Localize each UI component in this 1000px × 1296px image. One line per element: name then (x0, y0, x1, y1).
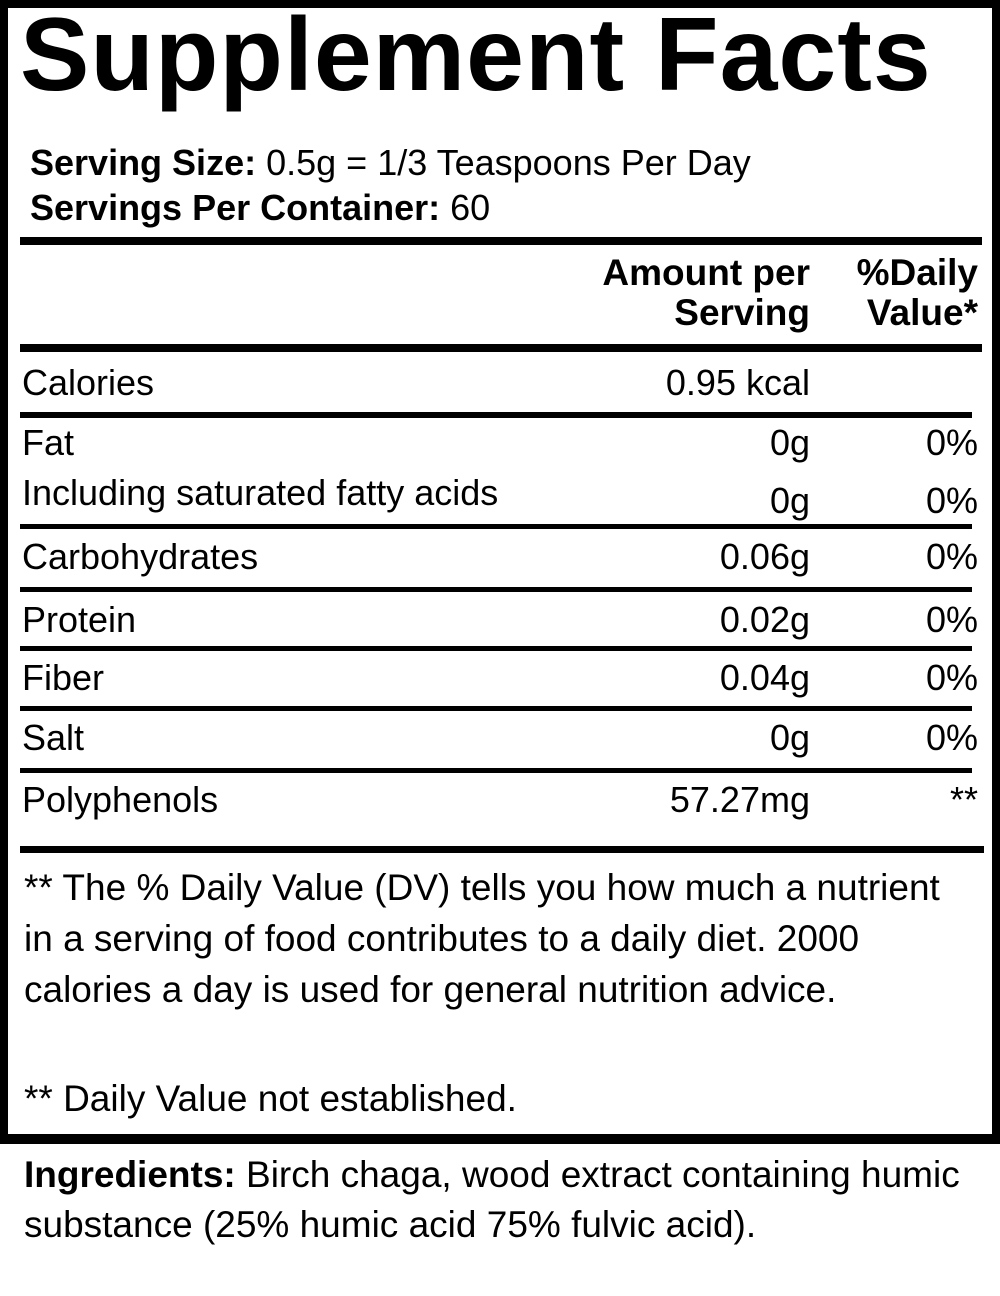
servings-per-container-label: Servings Per Container: (30, 187, 441, 228)
nutrient-amount: 0.95 kcal (665, 362, 810, 403)
nutrient-dv: 0% (925, 717, 978, 758)
divider (20, 237, 982, 245)
divider (20, 706, 972, 711)
nutrient-dv: 0% (925, 422, 978, 463)
nutrient-dv: 0% (925, 536, 978, 577)
nutrient-row: Including saturated fatty acids 0g 0% (22, 472, 978, 521)
nutrient-dv: 0% (925, 657, 978, 698)
divider (20, 524, 972, 529)
nutrient-name: Calories (22, 362, 155, 403)
not-established-footnote: ** Daily Value not established. (24, 1078, 517, 1119)
daily-value-header: %Daily Value* (857, 253, 978, 333)
nutrient-name: Carbohydrates (22, 536, 259, 577)
ingredients: Ingredients: Birch chaga, wood extract c… (24, 1150, 984, 1250)
nutrient-name: Salt (22, 717, 85, 758)
dv-footnote: ** The % Daily Value (DV) tells you how … (24, 867, 940, 1010)
nutrient-row: Protein 0.02g 0% (22, 599, 978, 640)
nutrient-row: Carbohydrates 0.06g 0% (22, 536, 978, 577)
nutrient-dv: ** (949, 779, 978, 820)
servings-per-container: Servings Per Container: 60 (30, 187, 490, 229)
divider (20, 646, 972, 651)
nutrient-row: Polyphenols 57.27mg ** (22, 779, 978, 820)
divider (20, 412, 972, 418)
nutrient-amount: 0g (769, 480, 810, 521)
ingredients-text: Birch chaga, wood extract containing hum… (24, 1154, 960, 1245)
panel-title: Supplement Facts (20, 0, 932, 113)
amount-per-serving-header: Amount per Serving (602, 253, 810, 333)
ingredients-label: Ingredients: (24, 1154, 236, 1195)
nutrient-dv: 0% (925, 599, 978, 640)
nutrient-row: Fat 0g 0% (22, 422, 978, 463)
supplement-facts-panel (0, 0, 1000, 1144)
nutrient-dv: 0% (925, 480, 978, 521)
nutrient-amount: 0g (769, 717, 810, 758)
nutrient-name: Polyphenols (22, 779, 219, 820)
divider (20, 344, 982, 352)
nutrient-name: Protein (22, 599, 137, 640)
header-line: Amount per (602, 252, 810, 293)
nutrient-amount: 0.04g (719, 657, 810, 698)
header-line: Serving (674, 292, 810, 333)
nutrient-name: Fiber (22, 657, 105, 698)
nutrient-row: Fiber 0.04g 0% (22, 657, 978, 698)
nutrient-name: Including saturated fatty acids (22, 472, 499, 513)
nutrient-amount: 0g (769, 422, 810, 463)
servings-per-container-value: 60 (450, 187, 491, 228)
header-line: %Daily (856, 252, 978, 293)
nutrient-amount: 57.27mg (669, 779, 810, 820)
divider (20, 768, 972, 773)
divider (20, 846, 984, 853)
nutrient-row: Calories 0.95 kcal (22, 362, 978, 403)
nutrient-name: Fat (22, 422, 75, 463)
header-line: Value* (866, 292, 978, 333)
serving-size-label: Serving Size: (30, 142, 257, 183)
nutrient-row: Salt 0g 0% (22, 717, 978, 758)
nutrient-amount: 0.02g (719, 599, 810, 640)
nutrient-amount: 0.06g (719, 536, 810, 577)
serving-size-value: 0.5g = 1/3 Teaspoons Per Day (266, 142, 751, 183)
serving-size: Serving Size: 0.5g = 1/3 Teaspoons Per D… (30, 142, 751, 184)
divider (20, 587, 972, 592)
